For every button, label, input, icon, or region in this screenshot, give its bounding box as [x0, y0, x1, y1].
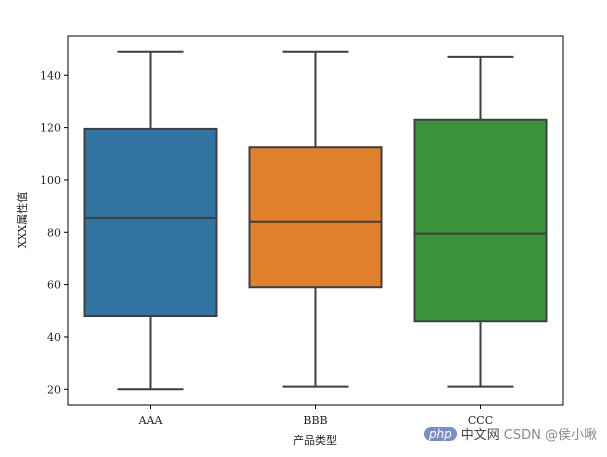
x-tick-label: AAA	[138, 414, 164, 427]
iqr-box	[413, 118, 548, 323]
y-axis: 20 40 60 80 100 120 140	[40, 69, 68, 396]
x-tick-label: CCC	[468, 414, 493, 427]
watermark: php 中文网 CSDN @侯小啾	[423, 424, 597, 443]
iqr-box	[83, 127, 218, 318]
box-ccc	[413, 55, 548, 388]
y-tick-label: 120	[40, 122, 61, 135]
y-tick-label: 40	[47, 331, 61, 344]
watermark-logo: php	[423, 426, 457, 441]
box-bbb	[248, 50, 383, 388]
y-tick-label: 60	[47, 279, 61, 292]
y-axis-label: XXX属性值	[15, 192, 29, 249]
box-aaa	[83, 50, 218, 391]
iqr-box	[248, 146, 383, 289]
y-tick-label: 100	[40, 174, 61, 187]
x-axis: AAA BBB CCC	[138, 405, 493, 427]
watermark-site: 中文网	[460, 428, 500, 443]
watermark-author: CSDN @侯小啾	[503, 428, 597, 443]
box-series	[83, 50, 548, 391]
x-tick-label: BBB	[303, 414, 327, 427]
y-tick-label: 140	[40, 69, 61, 82]
y-tick-label: 20	[47, 383, 61, 396]
x-axis-label: 产品类型	[293, 433, 337, 447]
y-tick-label: 80	[47, 226, 61, 239]
